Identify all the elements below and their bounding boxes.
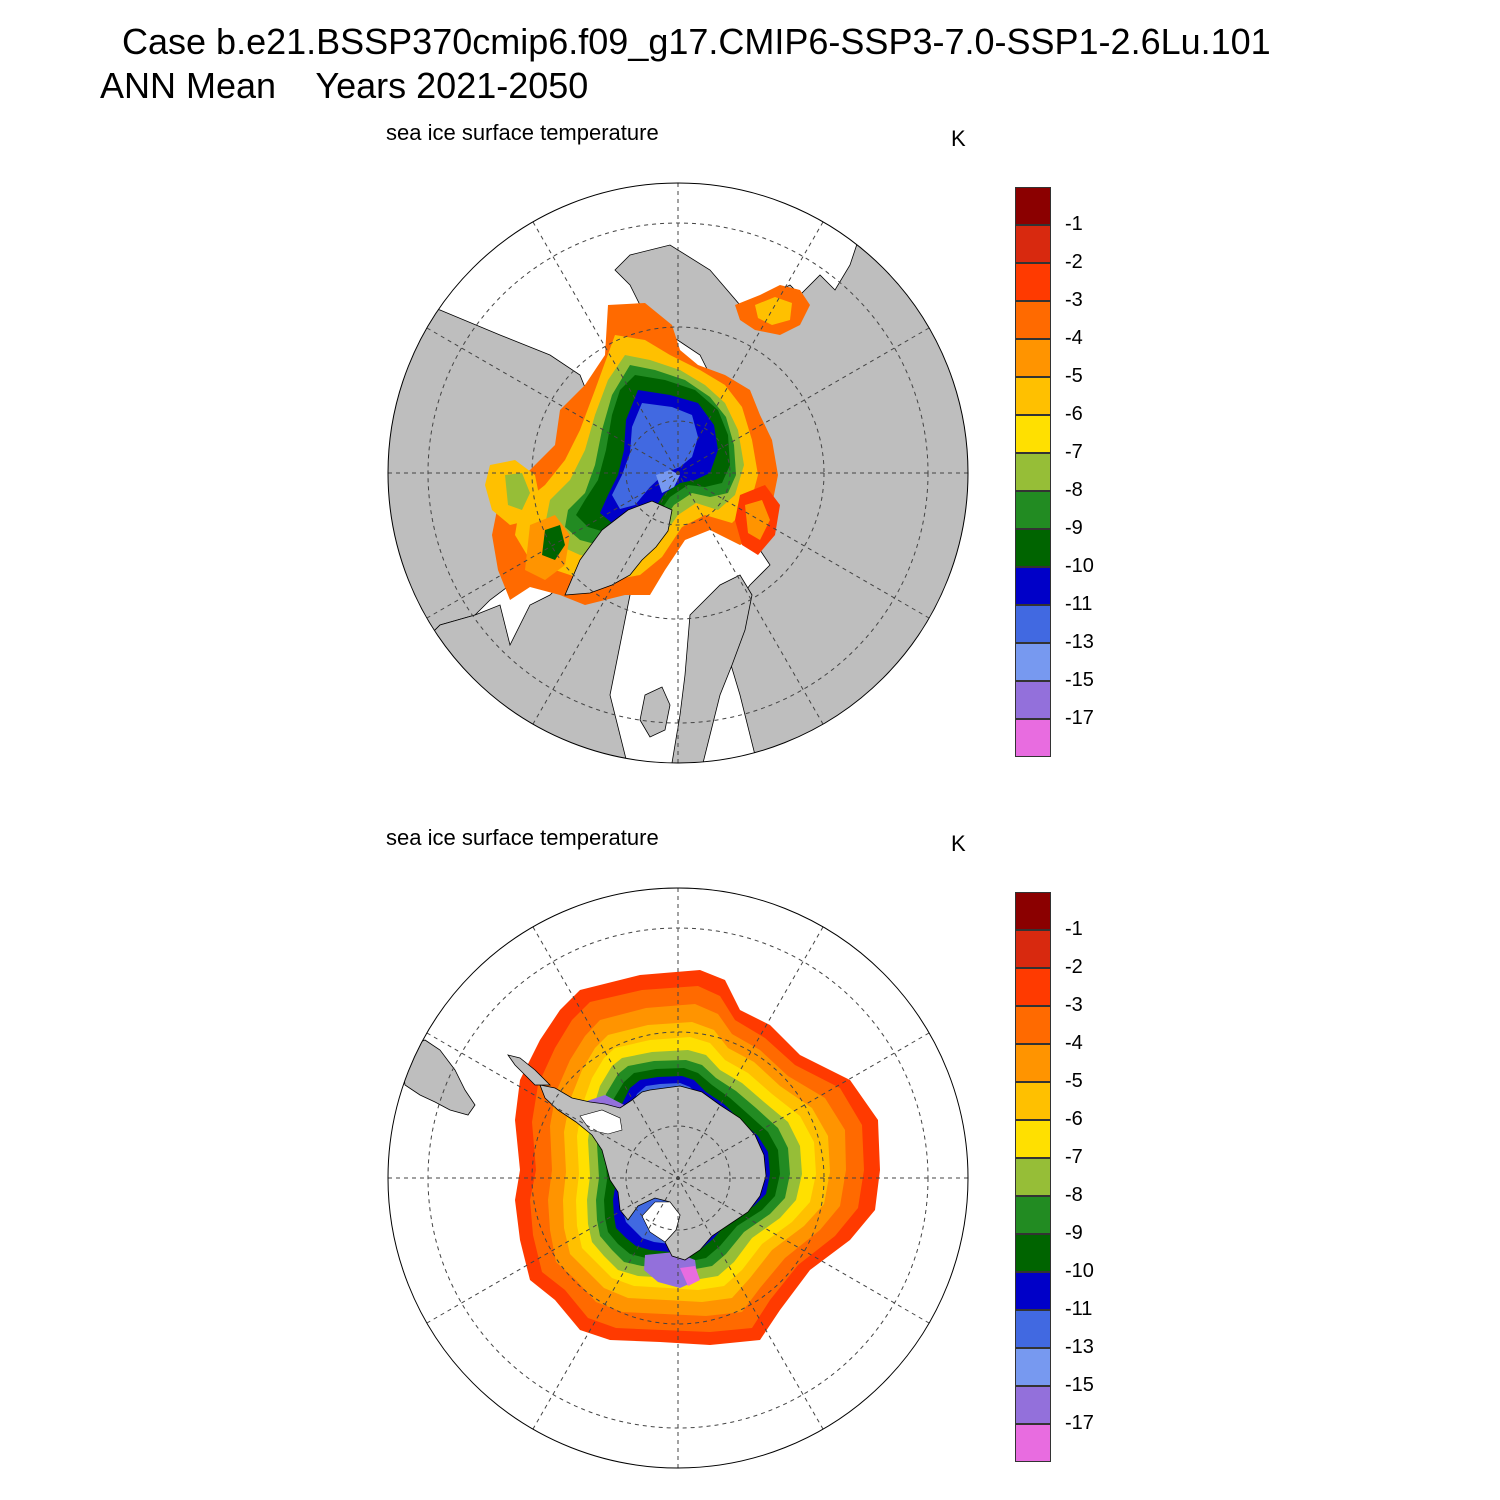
colorbar-swatch [1015,377,1051,415]
colorbar-tick-label: -11 [1065,1298,1093,1320]
colorbar-swatch [1015,491,1051,529]
colorbar-swatch [1015,263,1051,301]
colorbar-swatch [1015,301,1051,339]
colorbar-tick-label: -2 [1065,956,1083,978]
ice-ross-cold [644,1252,698,1288]
colorbar-swatch [1015,719,1051,757]
graticule-north [388,183,968,763]
land-south-america [399,1039,476,1116]
colorbar-tick-label: -4 [1065,327,1083,349]
colorbar-tick-label: -8 [1065,479,1083,501]
colorbar-tick-label: -7 [1065,441,1083,463]
graticule-south [388,888,968,1468]
ice-band-minus15 [656,470,680,493]
colorbar-tick-label: -6 [1065,1108,1083,1130]
unit-label-south: K [951,831,966,856]
colorbar-swatch [1015,930,1051,968]
colorbar-swatch [1015,225,1051,263]
panel-title-north: sea ice surface temperature [386,120,659,145]
colorbar-tick-label: -8 [1065,1184,1083,1206]
colorbar-swatch [1015,1272,1051,1310]
land-scandinavia [669,574,753,763]
colorbar-tick-label: -17 [1065,1412,1094,1434]
ice-shelf-ronne [579,1109,623,1135]
panel-title-south: sea ice surface temperature [386,825,659,850]
colorbar-tick-label: -6 [1065,403,1083,425]
ice-ross-coldest [680,1266,700,1286]
colorbar-swatch [1015,1082,1051,1120]
colorbar-swatch [1015,415,1051,453]
colorbar-swatch [1015,643,1051,681]
colorbar-tick-label: -17 [1065,707,1094,729]
colorbar-tick-label: -3 [1065,289,1083,311]
ice-hudson-bay-inner [505,473,530,510]
colorbar-tick-label: -4 [1065,1032,1083,1054]
colorbar-swatch [1015,1044,1051,1082]
colorbar-swatch [1015,1424,1051,1462]
land-greenland-top [564,500,673,596]
colorbar-swatch [1015,567,1051,605]
map-border-south [387,887,969,1469]
figure-title-line2: ANN Mean Years 2021-2050 [100,65,589,106]
colorbar-swatch [1015,1234,1051,1272]
colorbar-swatch [1015,892,1051,930]
colorbar-swatch [1015,681,1051,719]
ice-baffin-inner [542,525,565,560]
colorbar-tick-label: -7 [1065,1146,1083,1168]
colorbar-tick-label: -10 [1065,1260,1094,1282]
colorbar-swatch [1015,453,1051,491]
colorbar-swatch [1015,1348,1051,1386]
map-border-north [387,182,969,764]
colorbar-swatch [1015,1006,1051,1044]
colorbar-swatch [1015,968,1051,1006]
ice-barents-inner [745,500,770,540]
figure-title-line1: Case b.e21.BSSP370cmip6.f09_g17.CMIP6-SS… [122,21,1271,62]
colorbar-tick-label: -3 [1065,994,1083,1016]
colorbar-swatch [1015,1158,1051,1196]
colorbar-tick-label: -1 [1065,918,1083,940]
ice-okhotsk-inner [755,297,792,325]
south-polar-map [387,887,969,1469]
land-british-isles [639,686,671,738]
colorbar-tick-label: -9 [1065,517,1083,539]
ice-band-minus13 [612,403,698,509]
colorbar-swatch [1015,1386,1051,1424]
colorbar-swatch [1015,605,1051,643]
colorbar-swatch [1015,1120,1051,1158]
colorbar-swatch [1015,339,1051,377]
colorbar-tick-label: -9 [1065,1222,1083,1244]
colorbar-tick-label: -13 [1065,631,1094,653]
unit-label-north: K [951,126,966,151]
colorbar-tick-label: -15 [1065,669,1094,691]
colorbar-swatch [1015,1196,1051,1234]
colorbar-tick-label: -10 [1065,555,1094,577]
colorbar-tick-label: -5 [1065,1070,1083,1092]
ice-shelf-ross [641,1201,681,1243]
colorbar-tick-label: -15 [1065,1374,1094,1396]
colorbar-tick-label: -5 [1065,365,1083,387]
colorbar-tick-label: -13 [1065,1336,1094,1358]
colorbar-swatch [1015,1310,1051,1348]
colorbar-tick-label: -2 [1065,251,1083,273]
colorbar-tick-label: -11 [1065,593,1093,615]
land-antarctic-peninsula [507,1054,551,1086]
colorbar-swatch [1015,529,1051,567]
colorbar-swatch [1015,187,1051,225]
north-polar-map [387,182,969,764]
colorbar-tick-label: -1 [1065,213,1083,235]
